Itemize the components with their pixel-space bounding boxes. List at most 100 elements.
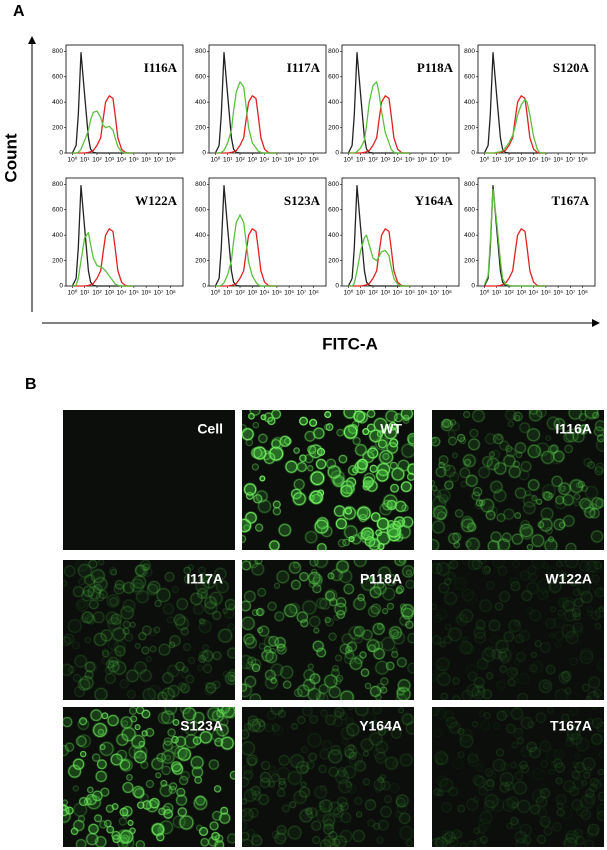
cell-rim <box>227 647 235 659</box>
cell <box>281 804 291 813</box>
cell-rim <box>575 804 589 817</box>
cell-rim <box>251 718 266 733</box>
cell-rim <box>444 623 452 631</box>
cell-rim <box>459 437 467 445</box>
cell-rim <box>205 681 212 689</box>
cell-rim <box>464 540 472 548</box>
cell-rim <box>353 625 365 637</box>
cell-rim <box>333 676 342 685</box>
micrograph: I116A <box>432 410 604 550</box>
cell-rim <box>265 651 278 664</box>
cell <box>436 488 452 503</box>
cell-rim <box>471 685 486 700</box>
cell <box>369 576 376 583</box>
cell-rim <box>263 636 276 648</box>
cell-rim <box>561 713 570 722</box>
cell <box>145 582 159 596</box>
cell <box>347 464 359 477</box>
cell <box>106 616 123 632</box>
cell <box>597 791 604 802</box>
cell-rim <box>386 442 399 454</box>
y-tick-label: 200 <box>52 257 63 264</box>
cell-rim <box>433 489 441 498</box>
image-label: W122A <box>545 571 592 587</box>
cell-rim <box>591 497 604 510</box>
cell <box>203 600 219 616</box>
cell-rim <box>369 576 376 583</box>
cell-rim <box>251 835 263 846</box>
cell-rim <box>259 777 271 789</box>
cell-rim <box>539 816 551 828</box>
x-tick-label: 10⁰ <box>344 289 354 297</box>
panel-label: B <box>25 376 37 393</box>
cell-rim <box>251 609 259 617</box>
cell-rim <box>594 420 604 432</box>
cell-rim <box>376 581 385 589</box>
cell-rim <box>561 670 570 679</box>
cell-rim <box>354 655 364 665</box>
cell-rim <box>121 836 135 847</box>
cells <box>432 410 604 550</box>
cell <box>357 593 365 602</box>
cell-rim <box>208 836 219 847</box>
cell-rim <box>385 574 397 586</box>
cell-rim <box>541 491 551 500</box>
cell <box>587 675 602 690</box>
cell <box>583 506 597 519</box>
cell-rim <box>328 686 341 699</box>
cell-rim <box>339 569 353 583</box>
y-tick-label: 400 <box>52 232 63 239</box>
cell-rim <box>514 487 527 499</box>
cell <box>367 644 376 653</box>
cell <box>63 716 73 728</box>
cell <box>372 647 386 661</box>
cell-rim <box>348 536 355 543</box>
cell-rim <box>538 679 553 693</box>
x-tick-label: 10⁶ <box>141 290 151 297</box>
cell-rim <box>341 633 354 645</box>
cell-rim <box>594 462 604 473</box>
cell <box>438 461 445 469</box>
cell-rim <box>512 727 524 739</box>
cell-rim <box>70 827 79 836</box>
cell <box>251 790 263 802</box>
cell <box>560 713 570 723</box>
cell-rim <box>519 422 531 433</box>
cell-rim <box>466 683 480 697</box>
cell <box>242 632 256 646</box>
cell <box>473 499 485 510</box>
cell <box>219 717 229 727</box>
x-tick-label: 10⁶ <box>141 157 151 164</box>
cell-rim <box>93 632 107 646</box>
cell-rim <box>396 585 405 594</box>
cell-rim <box>357 507 369 519</box>
cell <box>259 771 272 784</box>
cell <box>596 434 604 443</box>
y-tick-label: 800 <box>464 181 475 188</box>
cell-rim <box>133 788 145 799</box>
cell <box>556 808 565 817</box>
cell-rim <box>168 786 177 794</box>
cell-rim <box>479 599 492 612</box>
cell <box>120 726 137 743</box>
cell <box>73 685 86 698</box>
cell-rim <box>513 620 521 627</box>
cell-rim <box>281 804 290 813</box>
cell-rim <box>580 809 592 821</box>
y-tick-label: 200 <box>328 257 339 264</box>
cell-rim <box>340 480 355 494</box>
cell <box>98 740 115 757</box>
cell-rim <box>585 695 592 700</box>
cell-rim <box>293 478 305 490</box>
cell-rim <box>312 584 322 594</box>
cell <box>301 599 318 616</box>
cell <box>555 777 563 785</box>
cell-rim <box>379 774 386 781</box>
cell-rim <box>98 590 108 600</box>
cell <box>508 619 522 633</box>
cell-rim <box>163 737 173 746</box>
cell-rim <box>596 721 604 733</box>
cell <box>63 635 72 647</box>
cell <box>278 777 286 786</box>
cell <box>302 668 316 682</box>
